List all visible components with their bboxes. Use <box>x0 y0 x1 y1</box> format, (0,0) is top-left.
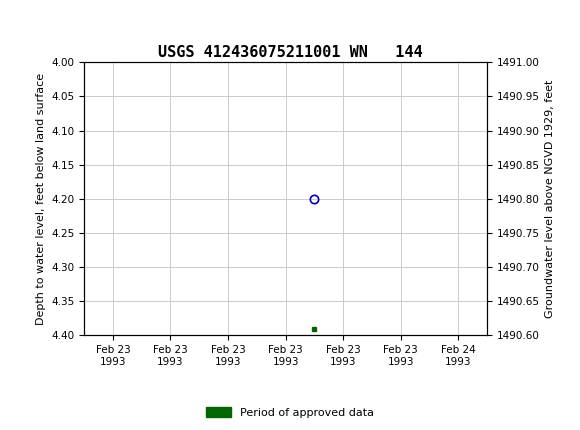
Y-axis label: Groundwater level above NGVD 1929, feet: Groundwater level above NGVD 1929, feet <box>545 80 556 318</box>
Text: USGS 412436075211001 WN   144: USGS 412436075211001 WN 144 <box>158 45 422 60</box>
Text: USGS: USGS <box>42 11 97 29</box>
Y-axis label: Depth to water level, feet below land surface: Depth to water level, feet below land su… <box>35 73 46 325</box>
Legend: Period of approved data: Period of approved data <box>202 403 378 422</box>
Bar <box>5 4 38 35</box>
